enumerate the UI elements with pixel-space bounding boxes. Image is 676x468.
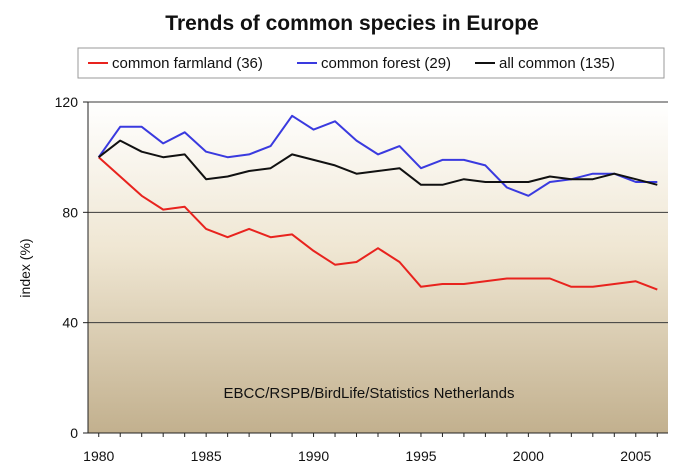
series-line-3	[98, 139, 658, 186]
grid-lines	[88, 101, 668, 324]
y-tick-label-120: 120	[55, 94, 79, 110]
legend-entry-2: common forest (29)	[321, 55, 451, 72]
chart-title: Trends of common species in Europe	[165, 12, 538, 35]
x-tick-label-2000: 2000	[513, 448, 544, 464]
y-tick-label-0: 0	[70, 425, 78, 441]
series-line-2	[97, 114, 658, 197]
axes	[83, 101, 668, 437]
legend-box	[77, 47, 665, 79]
plot-area	[88, 102, 668, 433]
y-tick-label-80: 80	[62, 204, 78, 220]
x-tick-label-1995: 1995	[405, 448, 436, 464]
source-annotation: EBCC/RSPB/BirdLife/Statistics Netherland…	[224, 385, 515, 402]
x-tick-label-2005: 2005	[620, 448, 651, 464]
y-tick-labels: 0 40 80 120	[55, 94, 79, 441]
x-tick-labels: 1980 1985 1990 1995 2000 2005	[83, 448, 651, 464]
y-tick-label-40: 40	[62, 315, 78, 331]
legend-entry-1: common farmland (36)	[112, 55, 263, 72]
y-axis-label: index (%)	[17, 238, 33, 297]
legend: common farmland (36) common forest (29) al…	[77, 47, 665, 79]
legend-entry-3: all common (135)	[499, 55, 615, 72]
series-line-1	[98, 156, 658, 291]
x-tick-label-1990: 1990	[298, 448, 329, 464]
series-lines	[97, 114, 658, 291]
x-tick-label-1980: 1980	[83, 448, 114, 464]
x-tick-label-1985: 1985	[191, 448, 222, 464]
